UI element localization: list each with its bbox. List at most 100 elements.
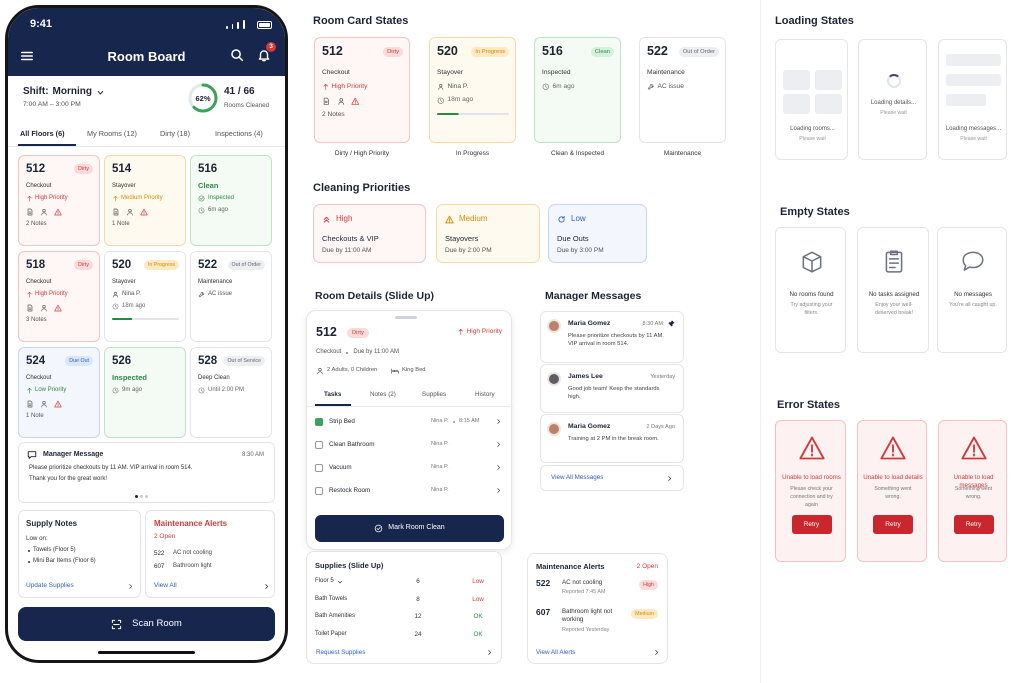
- guests-row: 2 Adults, 0 Children: [316, 367, 377, 375]
- status-icons: [226, 19, 273, 29]
- error-sub: Something went wrong.: [954, 486, 993, 500]
- detail-tab[interactable]: Tasks: [324, 391, 342, 398]
- warn-icon: [798, 436, 825, 460]
- room-card[interactable]: 524 Due Out Checkout Low Priority 1 Note: [18, 347, 100, 438]
- notifications-button[interactable]: [257, 48, 271, 62]
- empty-sub: Enjoy your well-deserved break!: [875, 302, 913, 316]
- detail-tab[interactable]: Notes (2): [370, 391, 396, 398]
- message-time: 8:30 AM: [241, 452, 264, 458]
- priority-card[interactable]: Low Due Outs Due by 3:00 PM: [548, 204, 647, 263]
- warn-icon: [960, 436, 987, 460]
- task-assignee: Nina P.: [431, 464, 449, 470]
- room-card[interactable]: 528 Out of Service Deep Clean Until 2:00 PM: [190, 347, 272, 438]
- supply-label: Toilet Paper: [315, 630, 347, 637]
- priority-text: Stayovers: [445, 234, 479, 243]
- detail-tab[interactable]: Supplies: [422, 391, 447, 398]
- error-card: Unable to load rooms Please check your co…: [775, 420, 846, 562]
- manager-message-card[interactable]: Manager Message 8:30 AM Please prioritize …: [18, 442, 275, 503]
- rooms-cleaned: 41 / 66: [224, 86, 255, 97]
- mark-room-clean-button[interactable]: Mark Room Clean: [315, 515, 504, 542]
- retry-button[interactable]: Retry: [873, 515, 913, 534]
- icon-shape: [440, 98, 443, 102]
- icon-shape: [42, 305, 46, 309]
- message-card[interactable]: Maria Gomez 2 Days Ago Training at 2 PM in…: [540, 414, 684, 463]
- update-supplies-link[interactable]: Update Supplies: [26, 582, 134, 590]
- view-all-link[interactable]: View All: [154, 582, 270, 590]
- priority-card[interactable]: High Checkouts & VIP Due by 11:00 AM: [313, 204, 426, 263]
- task-row[interactable]: Strip Bed Nina P. 8:15 AM: [307, 415, 513, 431]
- chev-icon: [655, 650, 659, 656]
- room-card[interactable]: 512 Dirty Checkout High Priority 2 Notes: [18, 155, 100, 246]
- message-card[interactable]: James Lee Yesterday Good job team! Keep th…: [540, 364, 684, 413]
- task-row[interactable]: Clean Bathroom Nina P.: [307, 438, 513, 454]
- state-caption: In Progress: [455, 150, 490, 157]
- sender-name: Maria Gomez: [568, 320, 611, 327]
- filter-tab[interactable]: My Rooms (12): [87, 129, 137, 138]
- icon-shape: [888, 250, 900, 269]
- card-body: Checkout High Priority 2 Notes: [322, 69, 403, 120]
- priority: Medium Priority: [121, 195, 163, 201]
- menu-button[interactable]: [20, 49, 34, 63]
- icon-shape: [42, 401, 46, 405]
- filter-tab[interactable]: All Floors (6): [20, 129, 65, 138]
- room-card[interactable]: 512 Dirty Checkout High Priority 2 Notes: [314, 37, 410, 143]
- room-info: Checkout Due by 11:00 AM: [316, 349, 399, 357]
- supply-quantity: 6: [416, 578, 420, 585]
- room-card[interactable]: 516 Clean Inspected 6m ago: [534, 37, 621, 143]
- room-card[interactable]: 520 In Progress Stayover Nina P. 18m ago: [429, 37, 516, 143]
- shift-name: Morning: [52, 85, 92, 97]
- note-icons: [112, 208, 179, 216]
- room-card[interactable]: 516 Clean Inspected 6m ago: [190, 155, 272, 246]
- room-type: Maintenance: [198, 279, 233, 285]
- icon-shape: [201, 389, 203, 392]
- section-title: Loading States: [775, 15, 854, 27]
- shift-selector[interactable]: Shift: Morning: [23, 85, 133, 99]
- room-type: Deep Clean: [198, 375, 230, 381]
- avatar: [547, 422, 561, 436]
- guests: 2 Adults, 0 Children: [327, 367, 378, 374]
- loading-sub: Please wait: [880, 110, 907, 116]
- loading-card: Loading rooms... Please wait: [775, 39, 848, 160]
- room-type: Stayover: [112, 279, 136, 285]
- request-supplies-link[interactable]: Request Supplies: [316, 649, 493, 657]
- view-all-alerts-link[interactable]: View All Alerts: [536, 649, 660, 657]
- retry-button[interactable]: Retry: [791, 515, 832, 534]
- view-all-messages-link[interactable]: View All Messages: [540, 465, 684, 491]
- filter-tab[interactable]: Inspections (4): [215, 129, 263, 138]
- detail-tab[interactable]: History: [475, 391, 495, 398]
- section-title: Error States: [777, 399, 840, 411]
- supply-label: Bath Amenities: [315, 613, 356, 619]
- empty-sub: You're all caught up.: [949, 302, 997, 308]
- time: 18m ago: [447, 96, 474, 104]
- scan-room-button[interactable]: Scan Room: [18, 607, 275, 641]
- priority-row: High Priority: [26, 195, 93, 203]
- priority-card[interactable]: Medium Stayovers Due by 2:00 PM: [436, 204, 540, 263]
- chev-icon: [497, 488, 501, 493]
- warn-icon: [351, 98, 360, 106]
- room-card[interactable]: 526 Inspected 9m ago: [104, 347, 186, 438]
- room-card[interactable]: 522 Out of Order Maintenance AC issue: [639, 37, 726, 143]
- priority: High Priority: [35, 195, 68, 201]
- supply-name: Bath Towels: [315, 596, 347, 604]
- room-card[interactable]: 518 Dirty Checkout High Priority 3 Notes: [18, 251, 100, 342]
- room-card[interactable]: 514 Stayover Medium Priority 1 Note: [104, 155, 186, 246]
- icon-shape: [351, 98, 360, 106]
- message-card[interactable]: Maria Gomez 8:30 AM Please prioritize chec…: [540, 311, 684, 363]
- search-button[interactable]: [230, 48, 244, 62]
- card-body: Inspected 9m ago: [112, 373, 179, 394]
- retry-button[interactable]: Retry: [953, 515, 994, 534]
- priority-row: High Priority: [26, 291, 93, 299]
- room-card[interactable]: 520 In Progress Stayover Nina P. 18m ago: [104, 251, 186, 342]
- doc-icon: [27, 208, 33, 216]
- priority-text: Due Outs: [557, 234, 589, 243]
- filter-tab[interactable]: Dirty (18): [160, 129, 190, 138]
- progress-ring: [188, 83, 218, 113]
- icon-shape: [27, 196, 32, 202]
- task-row[interactable]: Restock Room Nina P.: [307, 484, 513, 500]
- up-icon: [27, 388, 32, 394]
- task-row[interactable]: Vacuum Nina P.: [307, 461, 513, 477]
- bed-row: King Bed: [391, 367, 426, 375]
- supply-status: OK: [473, 613, 483, 620]
- icon-shape: [54, 208, 62, 216]
- room-card[interactable]: 522 Out of Order Maintenance AC issue: [190, 251, 272, 342]
